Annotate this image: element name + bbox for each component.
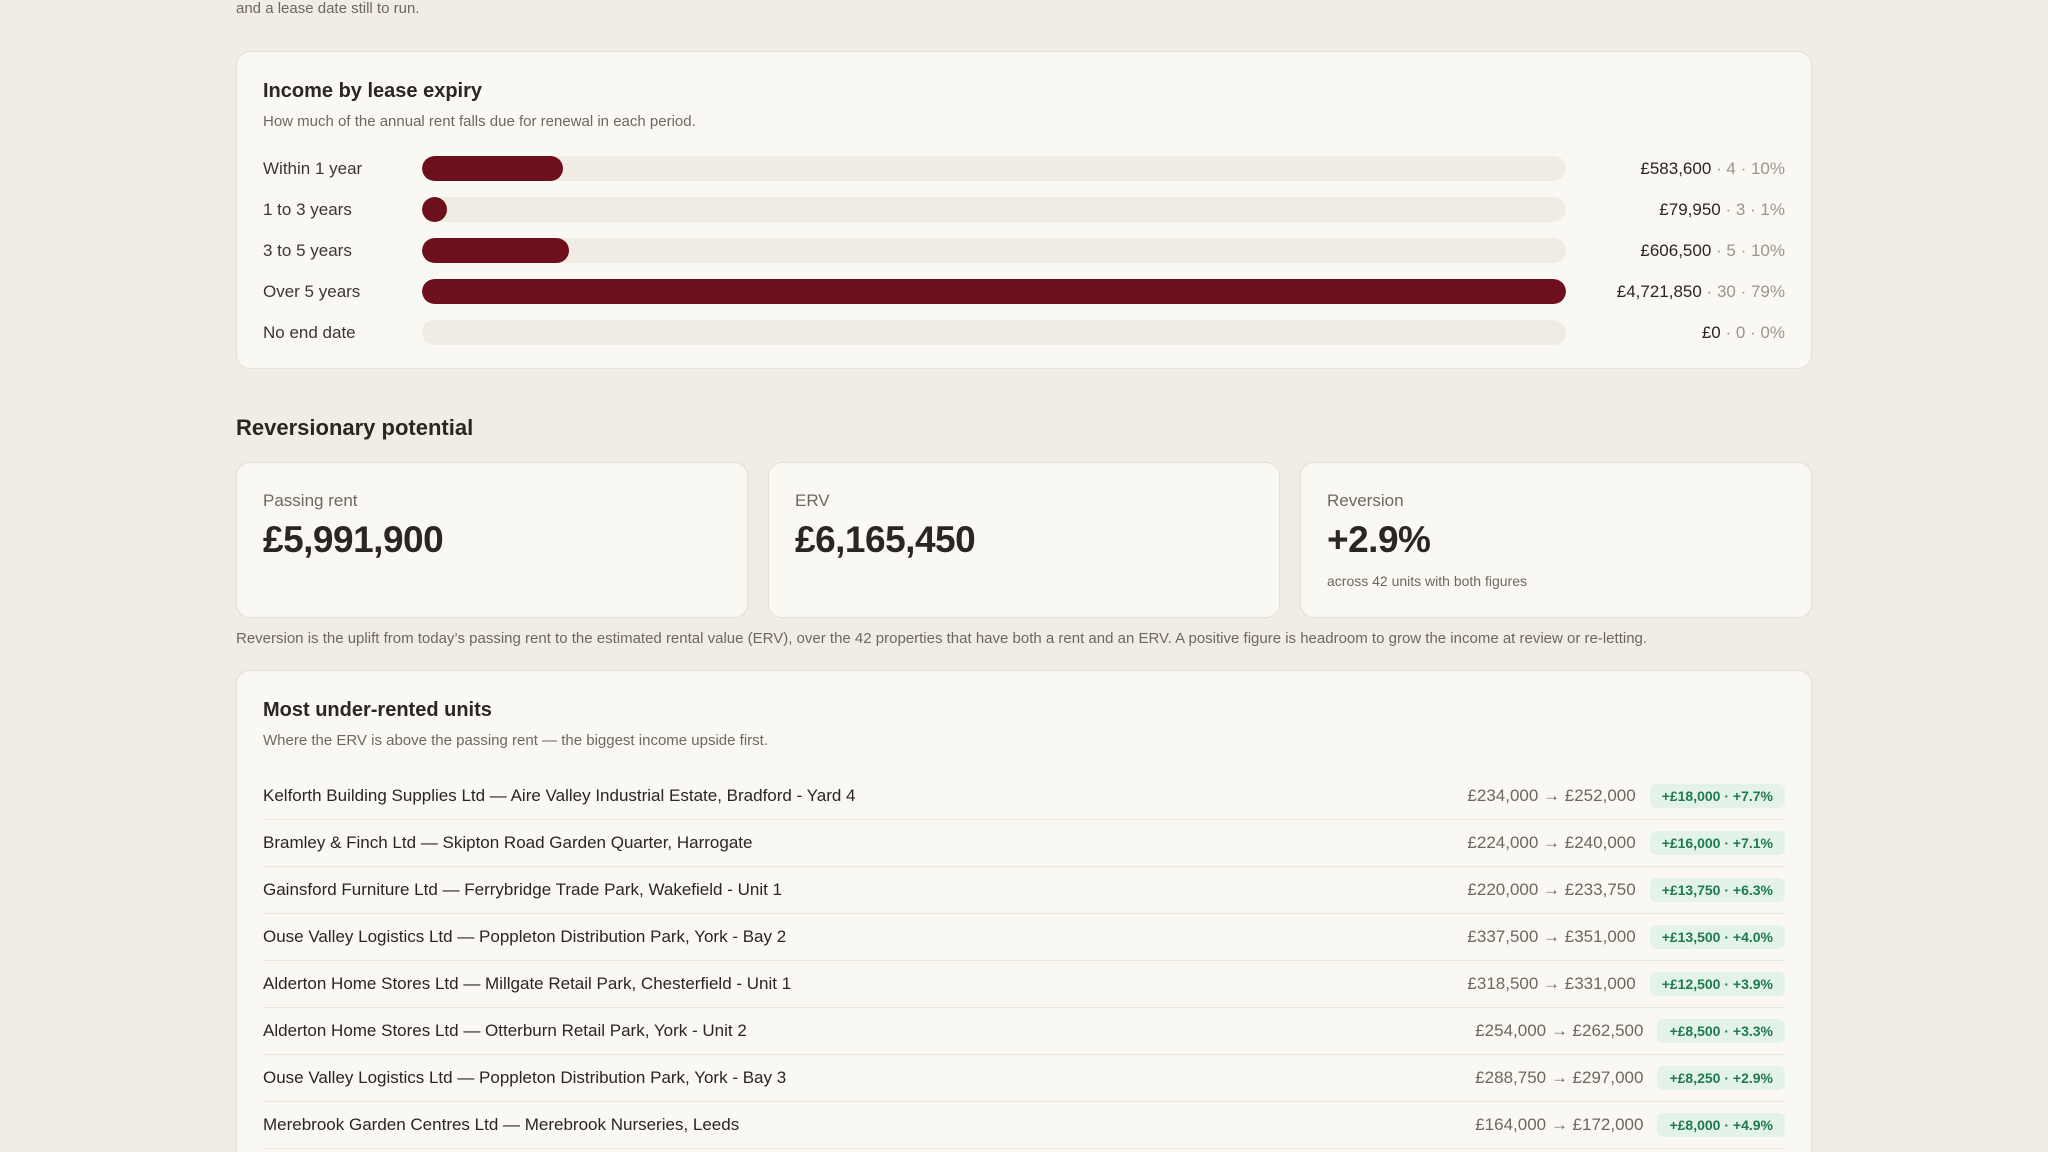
unit-name: Ouse Valley Logistics Ltd — Poppleton Di… (263, 927, 787, 946)
stat-label: Passing rent (263, 491, 358, 510)
reversionary-potential-heading: Reversionary potential (236, 415, 474, 440)
uplift-badge: +£18,000 · +7.7% (1649, 784, 1785, 808)
most-under-rented-units-card: Most under-rented units Where the ERV is… (236, 670, 1812, 1152)
bar-track (422, 279, 1566, 304)
bar-label: No end date (263, 322, 356, 342)
unit-name: Merebrook Garden Centres Ltd — Merebrook… (263, 1115, 740, 1134)
bar-amount: £0 (1701, 322, 1721, 342)
income-card-subtitle: How much of the annual rent falls due fo… (263, 113, 696, 130)
intro-text: and a lease date still to run. (236, 0, 420, 17)
bar-label: Within 1 year (263, 158, 363, 178)
bar-label: Over 5 years (263, 281, 361, 301)
bar-value: £583,600 · 4 · 10% (1640, 158, 1785, 178)
uplift-badge: +£12,500 · +3.9% (1649, 972, 1785, 996)
unit-name: Bramley & Finch Ltd — Skipton Road Garde… (263, 833, 753, 852)
bar-count: 5 (1726, 240, 1736, 260)
bar-amount: £606,500 (1640, 240, 1712, 260)
unit-rent: £164,000 → £172,000 (1475, 1115, 1644, 1134)
bar-pct: 79% (1750, 281, 1785, 301)
list-item[interactable]: Merebrook Garden Centres Ltd — Merebrook… (263, 1102, 1785, 1149)
unit-rent: £224,000 → £240,000 (1467, 833, 1636, 852)
bar-value: £79,950 · 3 · 1% (1659, 199, 1785, 219)
stat-note: across 42 units with both figures (1327, 573, 1527, 589)
list-item[interactable]: Alderton Home Stores Ltd — Millgate Reta… (263, 961, 1785, 1008)
bar-track (422, 238, 1566, 263)
bar-track (422, 197, 1566, 222)
bar-value: £4,721,850 · 30 · 79% (1616, 281, 1785, 301)
list-item[interactable]: Gainsford Furniture Ltd — Ferrybridge Tr… (263, 867, 1785, 914)
unit-rent: £254,000 → £262,500 (1475, 1021, 1644, 1040)
unit-rent: £337,500 → £351,000 (1467, 927, 1636, 946)
income-card-title: Income by lease expiry (263, 80, 483, 102)
bar-track (422, 156, 1566, 181)
unit-rent: £318,500 → £331,000 (1467, 974, 1636, 993)
bar-row-no-end-date: No end date £0 · 0 · 0% (263, 312, 1785, 353)
uplift-badge: +£8,000 · +4.9% (1657, 1113, 1785, 1137)
bar-pct: 10% (1750, 240, 1785, 260)
unit-rent: £220,000 → £233,750 (1467, 880, 1636, 899)
bar-pct: 10% (1750, 158, 1785, 178)
bar-pct: 0% (1760, 322, 1785, 342)
lease-expiry-bars: Within 1 year £583,600 · 4 · 10% 1 to 3 … (263, 148, 1785, 353)
stat-label: ERV (795, 491, 830, 510)
bar-count: 30 (1716, 281, 1736, 301)
passing-rent-card: Passing rent £5,991,900 (236, 462, 748, 618)
bar-fill (422, 238, 569, 263)
bar-value: £0 · 0 · 0% (1701, 322, 1785, 342)
bar-count: 3 (1735, 199, 1746, 219)
stat-value: +2.9% (1327, 519, 1431, 560)
unit-name: Alderton Home Stores Ltd — Otterburn Ret… (263, 1021, 747, 1040)
bar-pct: 1% (1760, 199, 1785, 219)
list-item[interactable]: Ouse Valley Logistics Ltd — Poppleton Di… (263, 914, 1785, 961)
uplift-badge: +£13,750 · +6.3% (1649, 878, 1785, 902)
unit-rent: £234,000 → £252,000 (1467, 786, 1636, 805)
uplift-badge: +£13,500 · +4.0% (1649, 925, 1785, 949)
list-item[interactable]: Ouse Valley Logistics Ltd — Poppleton Di… (263, 1055, 1785, 1102)
bar-count: 4 (1726, 158, 1736, 178)
bar-label: 1 to 3 years (263, 199, 352, 219)
bar-amount: £4,721,850 (1616, 281, 1702, 301)
bar-row-over-5-years: Over 5 years £4,721,850 · 30 · 79% (263, 271, 1785, 312)
uplift-badge: +£8,500 · +3.3% (1657, 1019, 1785, 1043)
under-rented-subtitle: Where the ERV is above the passing rent … (263, 732, 768, 749)
reversion-card: Reversion +2.9% across 42 units with bot… (1300, 462, 1812, 618)
uplift-badge: +£8,250 · +2.9% (1657, 1066, 1785, 1090)
stat-value: £5,991,900 (263, 519, 444, 560)
bar-count: 0 (1735, 322, 1746, 342)
stat-value: £6,165,450 (795, 519, 976, 560)
bar-row-within-1-year: Within 1 year £583,600 · 4 · 10% (263, 148, 1785, 189)
list-item[interactable]: Alderton Home Stores Ltd — Otterburn Ret… (263, 1008, 1785, 1055)
unit-name: Gainsford Furniture Ltd — Ferrybridge Tr… (263, 880, 783, 899)
stat-label: Reversion (1327, 491, 1404, 510)
income-by-lease-expiry-card: Income by lease expiry How much of the a… (236, 51, 1812, 369)
unit-name: Kelforth Building Supplies Ltd — Aire Va… (263, 786, 856, 805)
bar-label: 3 to 5 years (263, 240, 352, 260)
reversion-footnote: Reversion is the uplift from today’s pas… (236, 630, 1648, 647)
bar-row-3-to-5-years: 3 to 5 years £606,500 · 5 · 10% (263, 230, 1785, 271)
bar-row-1-to-3-years: 1 to 3 years £79,950 · 3 · 1% (263, 189, 1785, 230)
list-item[interactable]: Kelforth Building Supplies Ltd — Aire Va… (263, 773, 1785, 820)
unit-name: Ouse Valley Logistics Ltd — Poppleton Di… (263, 1068, 787, 1087)
bar-amount: £79,950 (1659, 199, 1721, 219)
bar-fill (422, 197, 447, 222)
under-rented-title: Most under-rented units (263, 699, 492, 721)
bar-value: £606,500 · 5 · 10% (1640, 240, 1785, 260)
unit-rent: £288,750 → £297,000 (1475, 1068, 1644, 1087)
unit-name: Alderton Home Stores Ltd — Millgate Reta… (263, 974, 792, 993)
bar-fill (422, 279, 1566, 304)
bar-track (422, 320, 1566, 345)
bar-fill (422, 156, 564, 181)
list-item[interactable]: Bramley & Finch Ltd — Skipton Road Garde… (263, 820, 1785, 867)
uplift-badge: +£16,000 · +7.1% (1649, 831, 1785, 855)
bar-amount: £583,600 (1640, 158, 1712, 178)
erv-card: ERV £6,165,450 (768, 462, 1280, 618)
under-rented-list: Kelforth Building Supplies Ltd — Aire Va… (263, 773, 1785, 1149)
